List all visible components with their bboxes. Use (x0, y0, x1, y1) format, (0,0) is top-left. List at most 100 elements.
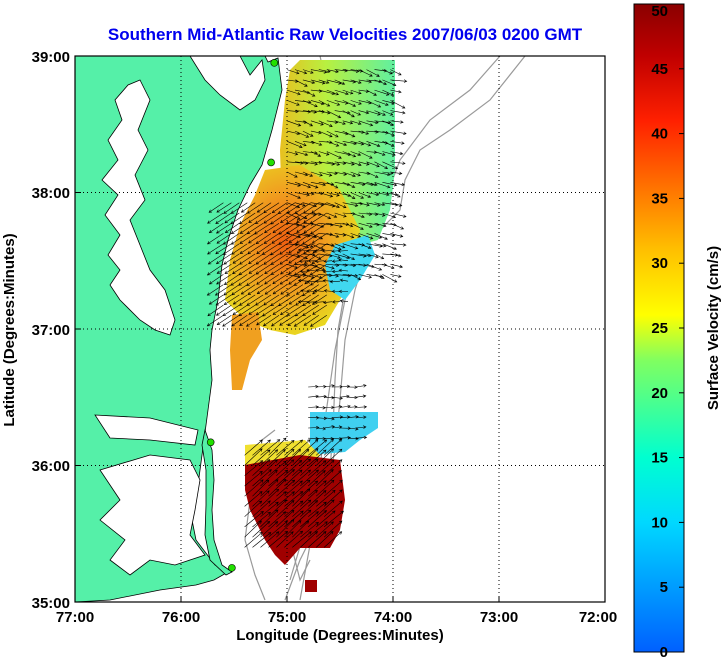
velocity-vector (350, 212, 365, 219)
velocity-vector (276, 531, 294, 548)
velocity-vector (252, 469, 272, 487)
velocity-vector (293, 274, 312, 286)
velocity-vector (285, 212, 304, 225)
velocity-vector (292, 479, 311, 497)
velocity-vector (306, 249, 317, 253)
velocity-vector (358, 130, 370, 135)
velocity-vector (309, 263, 327, 276)
velocity-vector (256, 315, 272, 326)
velocity-vector (216, 202, 232, 213)
velocity-vector (284, 491, 304, 507)
velocity-vector (358, 110, 370, 115)
velocity-vector (263, 233, 280, 244)
velocity-vector (261, 243, 280, 255)
velocity-vector (358, 141, 372, 147)
velocity-vector (304, 253, 319, 264)
velocity-vector (315, 268, 325, 273)
velocity-vector (315, 438, 334, 456)
velocity-vector (309, 315, 327, 327)
velocity-vector (276, 469, 295, 487)
velocity-vector (302, 130, 314, 137)
velocity-vector (350, 151, 362, 156)
velocity-vector (308, 449, 327, 466)
colorbar-tick-label: 20 (651, 385, 668, 402)
velocity-vector (316, 437, 326, 441)
velocity-vector (342, 202, 359, 207)
velocity-vector (331, 289, 341, 294)
velocity-vector (318, 171, 333, 177)
velocity-vector (318, 212, 332, 220)
velocity-vector (247, 284, 264, 295)
pamlico-sound (99, 454, 206, 576)
velocity-vector (382, 100, 395, 105)
velocity-vector (302, 69, 314, 74)
velocity-vector (272, 222, 288, 234)
velocity-vector (244, 479, 264, 497)
velocity-vector (338, 289, 349, 294)
velocity-vector (312, 304, 327, 315)
velocity-vector (310, 151, 322, 157)
colorbar-tick-label: 35 (651, 190, 668, 207)
velocity-vector (390, 253, 402, 258)
velocity-vector (276, 479, 296, 497)
velocity-vector (215, 253, 232, 265)
velocity-vector (260, 488, 280, 507)
velocity-vector (302, 120, 314, 127)
velocity-vector (300, 469, 319, 487)
velocity-vector (323, 470, 342, 487)
velocity-vector (300, 500, 319, 517)
velocity-vector (358, 233, 374, 240)
y-tick-label: 35:00 (32, 595, 70, 612)
velocity-vector (374, 151, 386, 156)
velocity-vector (326, 110, 342, 119)
velocity-vector (302, 161, 318, 166)
velocity-vector (302, 304, 319, 316)
velocity-vector (355, 425, 367, 429)
velocity-vector (358, 222, 373, 228)
chart-title: Southern Mid-Atlantic Raw Velocities 200… (108, 25, 583, 44)
velocity-vector (268, 449, 286, 466)
velocity-vector (350, 161, 362, 167)
velocity-vector (374, 182, 391, 189)
velocity-vector (313, 289, 325, 293)
velocity-vector (318, 151, 330, 156)
velocity-vector (358, 120, 374, 127)
velocity-vector (286, 120, 302, 127)
velocity-vector (231, 243, 248, 255)
velocity-vector (276, 448, 295, 466)
velocity-vector (252, 500, 271, 517)
velocity-vector (215, 212, 232, 224)
velocity-vector (248, 304, 264, 315)
velocity-vector (342, 171, 356, 178)
velocity-vector (216, 315, 232, 326)
velocity-vector (308, 405, 320, 409)
velocity-vector (316, 489, 336, 507)
velocity-vector (366, 171, 379, 178)
velocity-vector (323, 489, 343, 507)
velocity-vector (224, 212, 240, 224)
velocity-vector (222, 233, 240, 245)
velocity-vector (308, 490, 327, 507)
velocity-vector (284, 480, 303, 497)
velocity-vector (239, 222, 256, 234)
velocity-vector (268, 460, 287, 476)
velocity-vector (322, 279, 333, 283)
velocity-vector (286, 171, 298, 178)
y-tick-label: 37:00 (32, 322, 70, 339)
velocity-vector (246, 274, 264, 286)
velocity-vector (299, 269, 309, 274)
velocity-vector (230, 222, 248, 234)
velocity-vector (247, 243, 264, 255)
outer-banks (201, 428, 233, 576)
velocity-vector (339, 299, 349, 303)
velocity-vector (318, 263, 335, 270)
velocity-vector (308, 384, 319, 389)
radar-site-marker (206, 438, 215, 447)
velocity-vector (245, 315, 264, 327)
velocity-vector (342, 100, 357, 107)
velocity-vector (303, 315, 319, 326)
velocity-vector (309, 212, 327, 225)
velocity-vector (252, 532, 272, 548)
velocity-vector (294, 202, 312, 214)
velocity-vector (300, 489, 318, 507)
